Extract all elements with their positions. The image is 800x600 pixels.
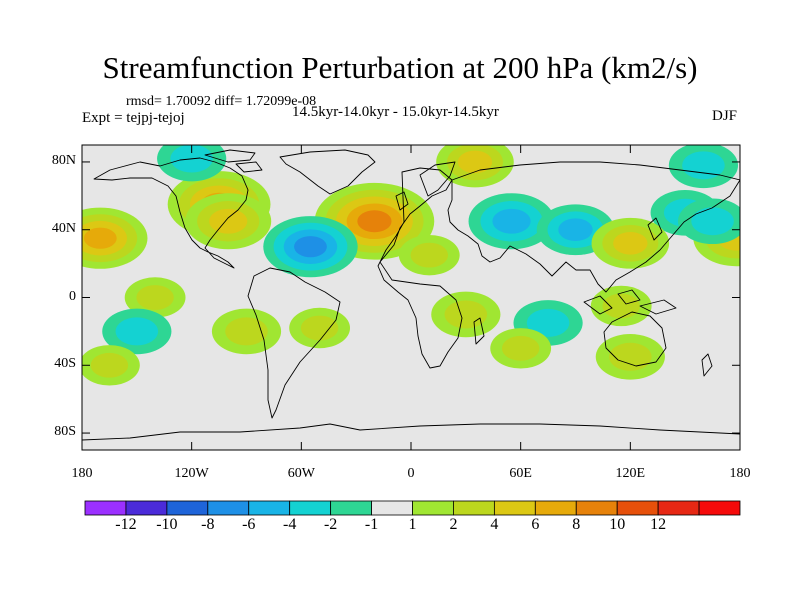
contour-20-level-2 [602,293,640,319]
chart-title: Streamfunction Perturbation at 200 hPa (… [102,50,698,85]
contour-5-level-4 [457,150,493,174]
coast-indonesia [583,289,677,315]
colorbar-label: 12 [650,516,667,533]
colorbar-label: 2 [449,516,458,533]
colorbar-swatch-0 [84,500,127,516]
axis-ticks [81,145,741,450]
contour-24-level-2 [501,335,540,361]
contour-fields [82,145,740,386]
lon-tick-label: 120E [615,466,646,481]
colorbar-label: -2 [323,516,338,533]
colorbar-swatch-8 [412,500,454,516]
contour-16-level-2 [300,315,339,341]
colorbar-label: -1 [364,516,379,533]
season-label: DJF [712,108,738,124]
colorbar-label: -12 [115,516,137,533]
colorbar-swatch-10 [493,500,536,516]
contour-12-level-4 [613,231,648,255]
contour-18-level-2 [410,242,448,268]
contour-15-level-2 [225,317,268,346]
coast-arctic-islands [204,149,263,173]
colorbar-label: 10 [609,516,626,533]
contour-2-level-6 [83,227,117,249]
colorbar-swatch-1 [125,500,168,516]
colorbar-label: 8 [572,516,581,533]
contour-9-level--4 [492,208,531,234]
contour-14-level-2 [136,285,174,310]
experiment-label: Expt = tejpj-tejoj [82,110,185,126]
lon-tick-label: 60E [509,466,532,481]
colorbar-label: -10 [156,516,178,533]
coast-south-america [247,267,341,419]
colorbar-swatch-5 [289,500,332,516]
colorbar-swatch-12 [575,500,618,516]
colorbar-swatch-4 [248,500,291,516]
coast-antarctica [82,423,740,441]
colorbar-swatch-15 [698,500,741,516]
colorbar-swatch-13 [616,500,659,516]
colorbar-label: -4 [283,516,297,533]
colorbar-label: 6 [531,516,540,533]
contour-23-level-2 [90,352,129,378]
contour-21-level-2 [609,342,652,371]
coast-australia [603,311,667,367]
coast-british-isles [395,191,409,211]
contour-7-level--2 [682,151,725,180]
colorbar-label: -8 [201,516,215,533]
stats-line: rmsd= 1.70092 diff= 1.72099e-08 [126,94,317,109]
lon-tick-label: 180 [729,466,751,481]
colorbar-swatch-6 [330,500,372,516]
colorbar-label: 4 [490,516,499,533]
lat-tick-label: 40S [54,356,76,372]
lon-tick-label: 60W [287,466,315,481]
colorbar-swatch-2 [166,500,209,516]
coast-scandinavia [419,161,456,197]
lon-tick-label: 180 [71,466,93,481]
contour-19-level--2 [526,308,570,337]
lon-tick-label: 120W [174,466,209,481]
contour-13-level--2 [691,207,734,236]
coast-japan [647,217,663,241]
colorbar-swatch-9 [453,500,495,516]
lat-tick-label: 80N [51,152,76,168]
lat-tick-label: 80S [54,424,76,440]
contour-4-level-8 [357,210,392,233]
coast-north-america [93,157,249,269]
coast-madagascar [473,317,485,345]
period-label: 14.5kyr-14.0kyr - 15.0kyr-14.5kyr [292,104,499,120]
coast-europe-africa [377,167,463,369]
contour-17-level-2 [444,300,488,329]
colorbar-swatch-3 [207,500,250,516]
colorbar-label: -6 [242,516,256,533]
colorbar-label: 1 [408,516,417,533]
contour-8-level--6 [294,236,327,258]
lat-tick-label: 0 [69,288,76,304]
colorbar-swatch-11 [534,500,577,516]
colorbar [84,500,741,516]
contour-10-level--4 [558,218,593,242]
coast-greenland [279,149,376,195]
contour-22-level--2 [115,317,159,346]
coastlines [82,149,740,441]
coast-new-zealand [701,353,713,377]
coast-asia [447,161,740,293]
contour-1-level-4 [209,208,248,234]
lat-tick-label: 40N [51,220,76,236]
colorbar-swatch-7 [371,500,413,516]
lon-tick-label: 0 [407,466,415,481]
colorbar-swatch-14 [657,500,700,516]
